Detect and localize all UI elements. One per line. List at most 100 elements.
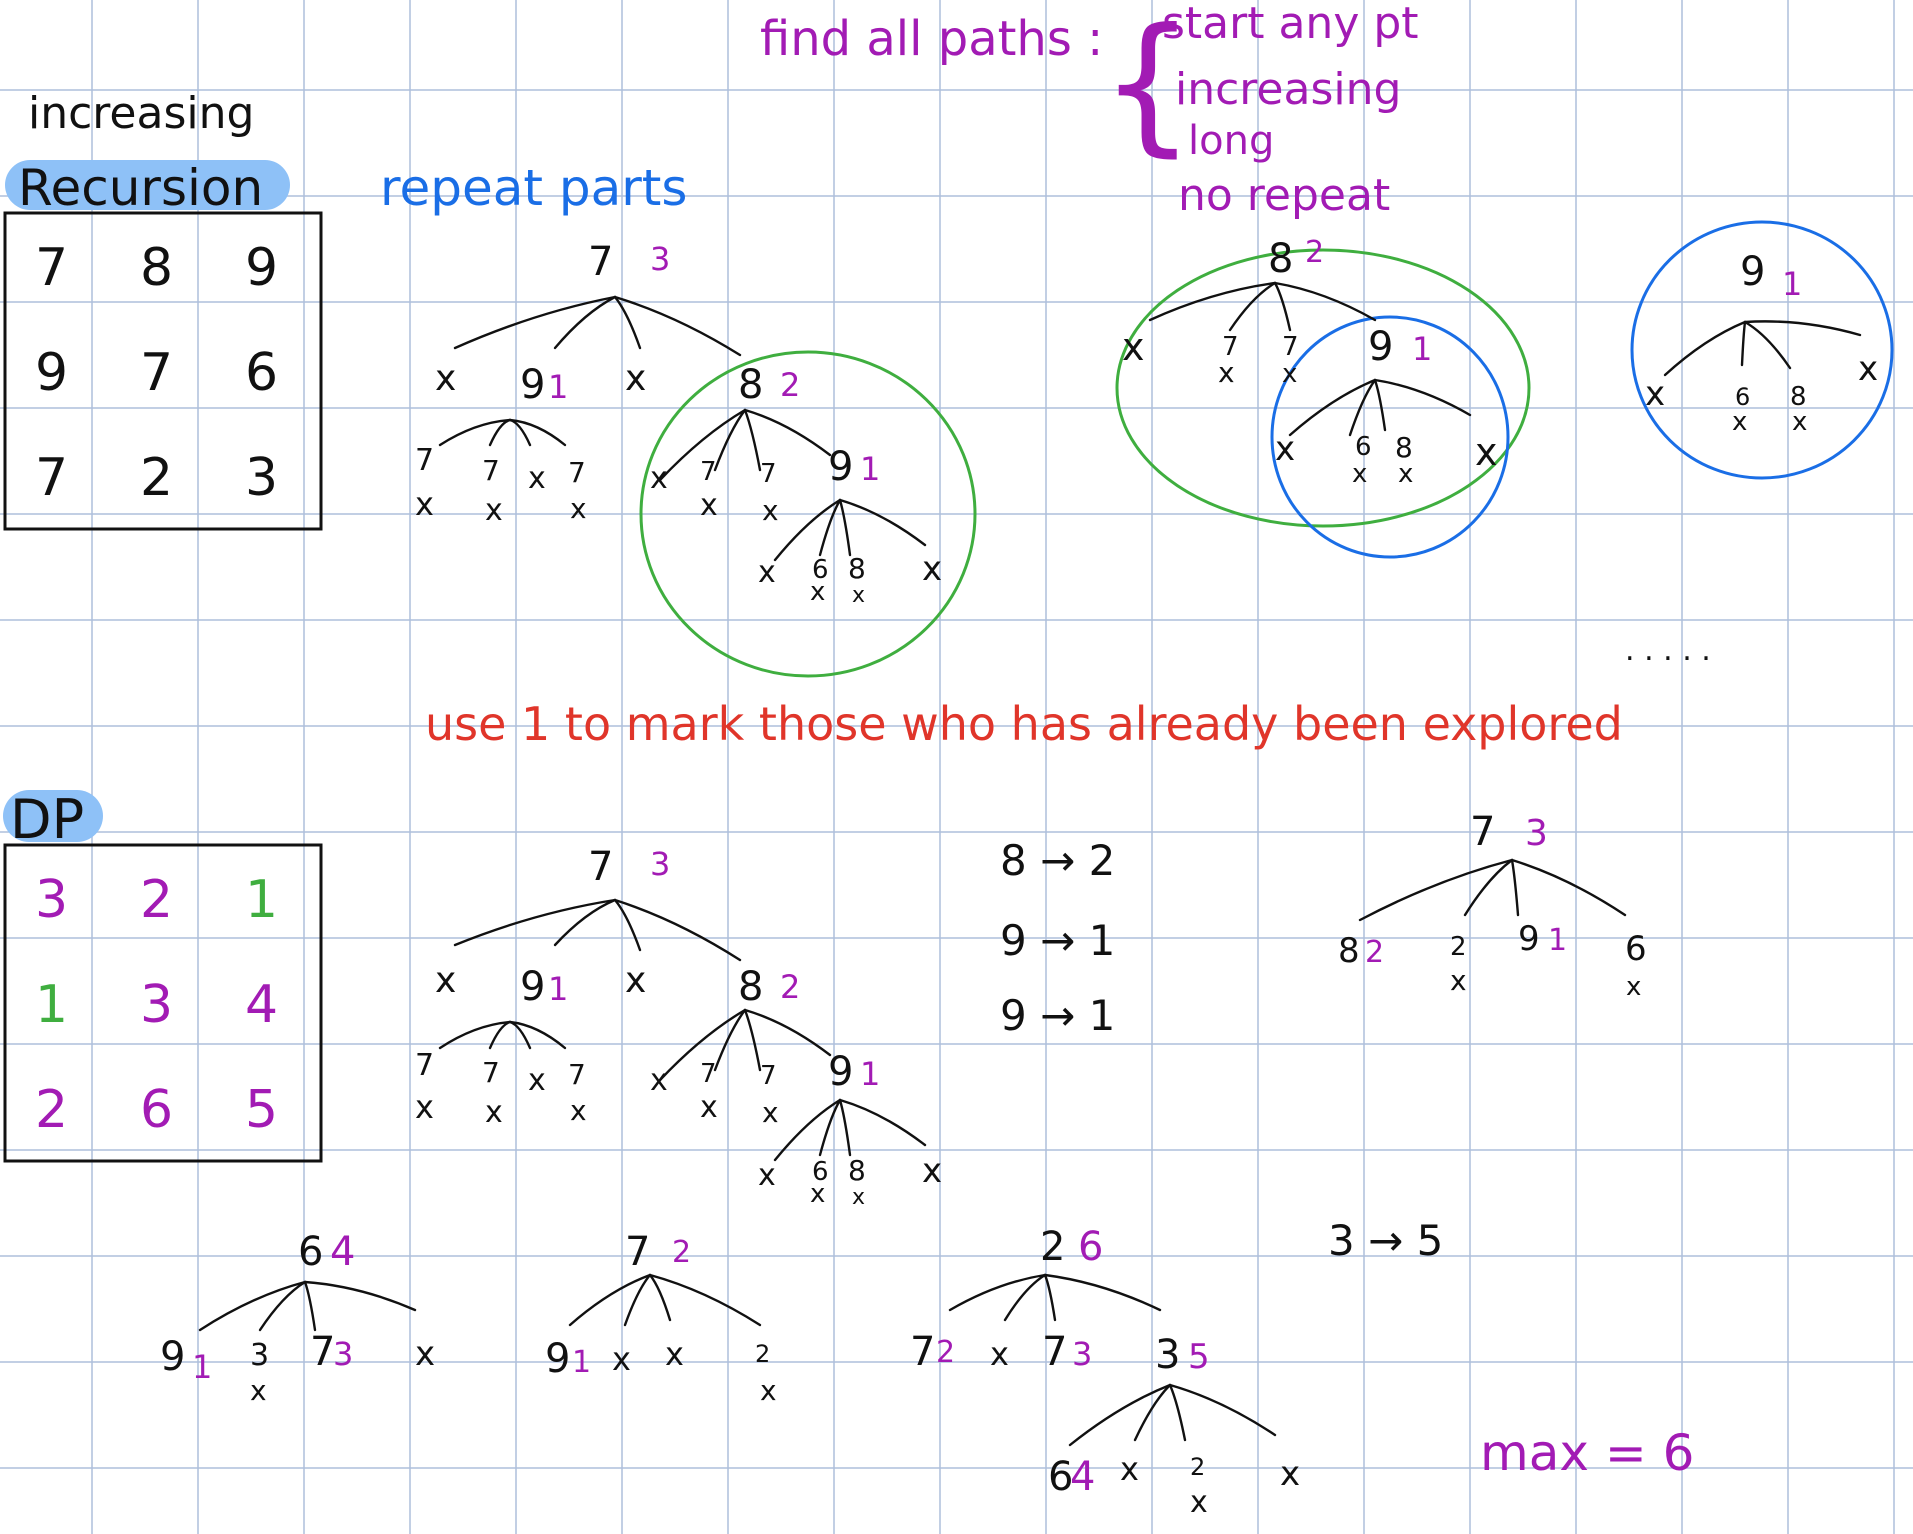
dp-cell-2-1: 6 — [140, 1080, 173, 1140]
leaf-value: 2 — [1450, 932, 1467, 962]
tree-edge — [1510, 858, 1520, 917]
ellipsis: . . . . . — [1625, 633, 1711, 668]
b-node-6: 6 — [298, 1229, 323, 1275]
b2-node-7: 7 — [625, 1229, 650, 1275]
tree-edge — [1273, 281, 1292, 332]
tree-edge — [743, 1008, 762, 1072]
tree-edge — [648, 1273, 672, 1322]
recursion-cell-2-2: 3 — [245, 448, 278, 508]
cross-mark: x — [650, 461, 668, 496]
tree-edge — [1288, 378, 1377, 437]
tree-edge — [838, 498, 852, 557]
tree-edge — [198, 1280, 307, 1332]
leaf-value: 8 — [1395, 431, 1413, 464]
cross-mark: x — [570, 492, 587, 525]
tree-edge — [818, 498, 842, 557]
tree-edge — [1168, 1383, 1277, 1437]
tree-edge — [1003, 1273, 1047, 1322]
node-t9: 9 — [1740, 249, 1765, 295]
tree-edge — [838, 1098, 852, 1157]
cross-mark: x — [990, 1335, 1009, 1373]
cross-mark: x — [1275, 429, 1295, 469]
dp-node-8-9: 9 — [828, 1049, 853, 1095]
b-node-9: 9 — [160, 1334, 185, 1380]
tree-edge — [613, 898, 642, 952]
recursion-cell-1-2: 6 — [245, 343, 278, 403]
s-node-6: 6 — [1625, 929, 1647, 969]
max-result: max = 6 — [1480, 1424, 1694, 1482]
node-t8-value: 2 — [1305, 235, 1324, 270]
leaf-value: 2 — [755, 1340, 770, 1368]
memo-item-35: 3 → 5 — [1328, 1216, 1443, 1265]
blue-circle-9 — [1270, 315, 1510, 559]
blue-circle-top-9 — [1630, 220, 1894, 480]
cross-mark: x — [700, 488, 718, 523]
cross-mark: x — [570, 1094, 587, 1127]
leaf-value: 7 — [700, 457, 717, 487]
tree-edge — [258, 1280, 307, 1332]
repeat-parts-note: repeat parts — [380, 159, 687, 217]
cross-mark: x — [762, 1096, 779, 1129]
dp-heading: DP — [10, 788, 84, 851]
brace-icon: { — [1100, 0, 1195, 171]
dp-node-8: 8 — [738, 964, 763, 1010]
tree-edge — [1043, 1273, 1162, 1312]
b3-node-7b-value: 3 — [1072, 1335, 1092, 1373]
explored-note: use 1 to mark those who has already been… — [425, 697, 1623, 751]
leaf-value: 7 — [760, 1061, 777, 1091]
cross-mark: x — [1398, 459, 1413, 489]
leaf-value: 7 — [1222, 332, 1239, 362]
tree-edge — [1273, 281, 1377, 322]
tree-edge — [1743, 320, 1862, 337]
cross-mark: x — [415, 1088, 434, 1126]
cross-mark: x — [250, 1374, 267, 1407]
leaf-value: 7 — [415, 443, 434, 478]
tree-edge — [488, 1020, 512, 1050]
tree-edge — [553, 898, 617, 947]
tree-edge — [508, 1020, 567, 1050]
tree-edge — [303, 1280, 417, 1312]
leaf-value: 7 — [568, 1058, 586, 1091]
recursion-heading: Recursion — [18, 159, 263, 217]
dp-cell-0-1: 2 — [140, 870, 173, 930]
tree-edge — [613, 898, 742, 962]
leaf-value: 7 — [760, 459, 777, 489]
recursion-cell-1-1: 7 — [140, 343, 173, 403]
tree-edge — [553, 295, 617, 350]
leaf-value: 7 — [482, 454, 500, 487]
node-8-value: 2 — [780, 366, 800, 404]
dp-node-8-9-value: 1 — [860, 1055, 880, 1093]
cross-mark: x — [1120, 1450, 1139, 1488]
node-7-value: 3 — [650, 240, 670, 278]
recursion-matrix: 7 8 9 9 7 6 7 2 3 — [3, 211, 323, 531]
dp-cell-1-1: 3 — [140, 975, 173, 1035]
b3-node-7: 7 — [910, 1329, 935, 1375]
tree-edge — [438, 1020, 512, 1050]
cross-mark: x — [1218, 356, 1235, 389]
tree-edge — [1133, 1383, 1172, 1442]
dp-cell-2-2: 5 — [245, 1080, 278, 1140]
tree-edge — [613, 295, 642, 350]
cross-mark: x — [810, 577, 825, 607]
condition-start: start any pt — [1162, 0, 1419, 49]
tree-edges — [198, 281, 1862, 1447]
node-t8-9: 9 — [1368, 324, 1393, 370]
b2-node-9-value: 1 — [572, 1345, 591, 1380]
dp-cell-1-0: 1 — [35, 975, 68, 1035]
cross-mark: x — [810, 1179, 825, 1209]
cross-mark: x — [1280, 1454, 1300, 1494]
recursion-cell-0-2: 9 — [245, 238, 278, 298]
memo-list: 8 → 2 9 → 1 9 → 1 3 → 5 — [1000, 836, 1443, 1265]
dp-cell-0-2: 1 — [245, 870, 278, 930]
tree-edge — [1510, 858, 1627, 917]
tree-edge — [648, 1273, 762, 1327]
leaf-value: 8 — [848, 1154, 866, 1187]
cross-mark: x — [485, 1095, 503, 1130]
tree-edge — [773, 498, 842, 562]
cross-mark: x — [762, 494, 779, 527]
cross-mark: x — [650, 1063, 668, 1098]
tree-edge — [658, 1008, 747, 1082]
cross-mark: x — [1190, 1485, 1208, 1520]
dp-cell-2-0: 2 — [35, 1080, 68, 1140]
